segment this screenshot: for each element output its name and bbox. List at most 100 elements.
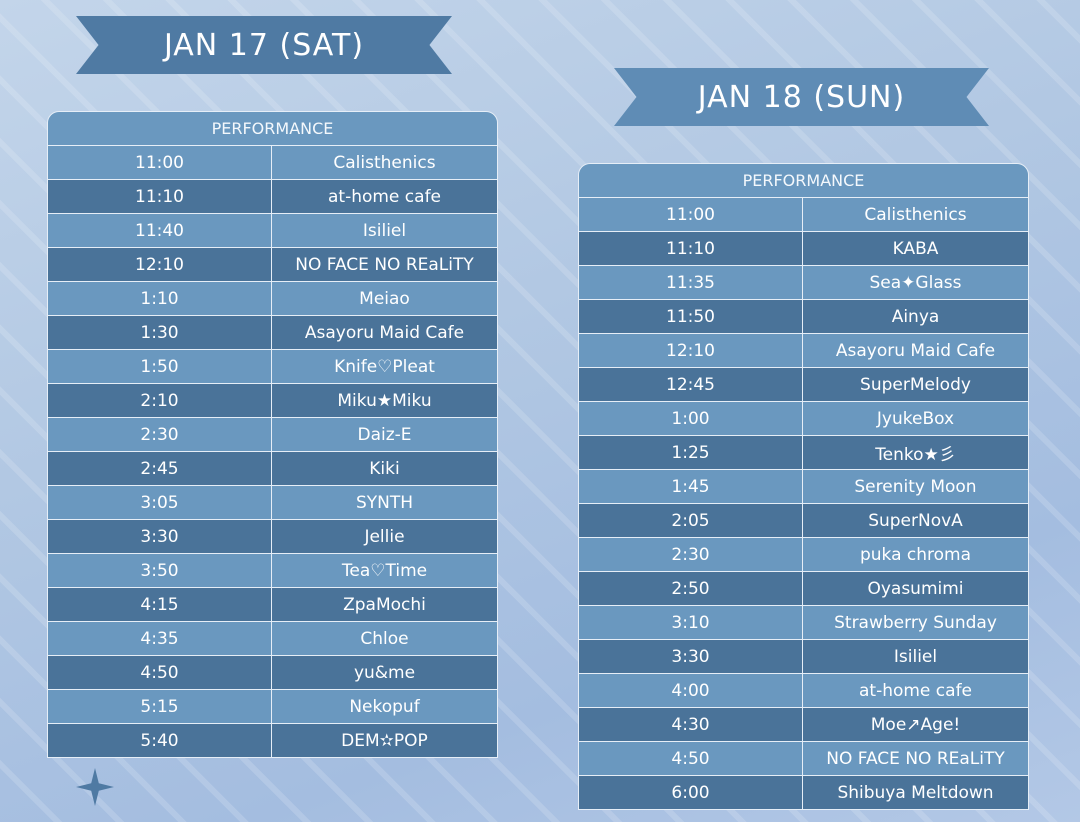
time-cell: 4:30 <box>579 708 803 741</box>
performer-cell: Miku★Miku <box>337 390 432 411</box>
table-row: 11:50 Ainya <box>579 300 1028 334</box>
table-row: 6:00 Shibuya Meltdown <box>579 776 1028 809</box>
performer-cell: Isiliel <box>893 646 938 667</box>
time-cell: 12:45 <box>579 368 803 401</box>
performer-cell: puka chroma <box>859 544 972 565</box>
performer-cell: Jellie <box>364 526 405 547</box>
table-row: 3:05 SYNTH <box>48 486 497 520</box>
table-row: 3:30 Isiliel <box>579 640 1028 674</box>
time-cell: 11:35 <box>579 266 803 299</box>
time-cell: 3:10 <box>579 606 803 639</box>
time-cell: 11:00 <box>48 146 272 179</box>
performer-cell: Calisthenics <box>864 204 967 225</box>
time-cell: 1:10 <box>48 282 272 315</box>
performer-cell: Tea♡Time <box>341 560 428 581</box>
time-cell: 1:25 <box>579 436 803 469</box>
table-row: 12:10 NO FACE NO REaLiTY <box>48 248 497 282</box>
performer-cell: at-home cafe <box>327 186 442 207</box>
table-row: 11:00 Calisthenics <box>48 146 497 180</box>
performer-cell: Calisthenics <box>333 152 436 173</box>
performer-cell: Chloe <box>360 628 409 649</box>
table-row: 2:30 puka chroma <box>579 538 1028 572</box>
table-row: 4:50 NO FACE NO REaLiTY <box>579 742 1028 776</box>
table-row: 1:45 Serenity Moon <box>579 470 1028 504</box>
table-row: 4:35 Chloe <box>48 622 497 656</box>
time-cell: 4:15 <box>48 588 272 621</box>
performer-cell: JyukeBox <box>876 408 955 429</box>
table-row: 12:45 SuperMelody <box>579 368 1028 402</box>
table-row: 11:35 Sea✦Glass <box>579 266 1028 300</box>
table-row: 4:50 yu&me <box>48 656 497 690</box>
performer-cell: Sea✦Glass <box>869 272 962 293</box>
performer-cell: yu&me <box>353 662 416 683</box>
performer-cell: Moe↗Age! <box>870 714 961 735</box>
time-cell: 4:50 <box>579 742 803 775</box>
performer-cell: Shibuya Meltdown <box>837 782 994 803</box>
table-row: 4:15 ZpaMochi <box>48 588 497 622</box>
time-cell: 2:10 <box>48 384 272 417</box>
table-row: 1:25 Tenko★彡 <box>579 436 1028 470</box>
table-row: 2:50 Oyasumimi <box>579 572 1028 606</box>
day-banner-sat: JAN 17 (SAT) <box>76 16 452 74</box>
table-row: 5:15 Nekopuf <box>48 690 497 724</box>
time-cell: 11:10 <box>48 180 272 213</box>
time-cell: 12:10 <box>48 248 272 281</box>
time-cell: 2:45 <box>48 452 272 485</box>
performer-cell: SYNTH <box>355 492 414 513</box>
performer-cell: Oyasumimi <box>867 578 964 599</box>
time-cell: 3:30 <box>579 640 803 673</box>
performer-cell: Meiao <box>359 288 410 309</box>
table-row: 1:50 Knife♡Pleat <box>48 350 497 384</box>
performer-cell: SuperMelody <box>860 374 971 395</box>
table-row: 3:50 Tea♡Time <box>48 554 497 588</box>
table-row: 3:30 Jellie <box>48 520 497 554</box>
time-cell: 2:05 <box>579 504 803 537</box>
table-row: 2:05 SuperNovA <box>579 504 1028 538</box>
time-cell: 1:00 <box>579 402 803 435</box>
performer-cell: Isiliel <box>362 220 407 241</box>
table-body: 11:00 Calisthenics 11:10 at-home cafe 11:40 I… <box>48 146 497 757</box>
time-cell: 4:50 <box>48 656 272 689</box>
performer-cell: Knife♡Pleat <box>334 356 435 377</box>
time-cell: 3:50 <box>48 554 272 587</box>
table-row: 11:00 Calisthenics <box>579 198 1028 232</box>
table-row: 2:30 Daiz-E <box>48 418 497 452</box>
time-cell: 2:30 <box>579 538 803 571</box>
time-cell: 2:30 <box>48 418 272 451</box>
performer-cell: Asayoru Maid Cafe <box>304 322 465 343</box>
table-row: 12:10 Asayoru Maid Cafe <box>579 334 1028 368</box>
table-header: PERFORMANCE <box>579 164 1028 198</box>
table-row: 1:30 Asayoru Maid Cafe <box>48 316 497 350</box>
time-cell: 3:05 <box>48 486 272 519</box>
table-row: 1:10 Meiao <box>48 282 497 316</box>
performer-cell: NO FACE NO REaLiTY <box>295 254 474 275</box>
time-cell: 1:50 <box>48 350 272 383</box>
table-row: 1:00 JyukeBox <box>579 402 1028 436</box>
performer-cell: DEM✫POP <box>341 730 428 751</box>
time-cell: 4:35 <box>48 622 272 655</box>
table-row: 2:10 Miku★Miku <box>48 384 497 418</box>
table-row: 11:10 at-home cafe <box>48 180 497 214</box>
performer-cell: Ainya <box>891 306 940 327</box>
performer-cell: Nekopuf <box>349 696 420 717</box>
time-cell: 3:30 <box>48 520 272 553</box>
table-row: 4:30 Moe↗Age! <box>579 708 1028 742</box>
time-cell: 11:40 <box>48 214 272 247</box>
table-body: 11:00 Calisthenics 11:10 KABA 11:35 Sea✦Glass… <box>579 198 1028 809</box>
time-cell: 11:50 <box>579 300 803 333</box>
performer-cell: NO FACE NO REaLiTY <box>826 748 1005 769</box>
time-cell: 5:40 <box>48 724 272 757</box>
performer-cell: Tenko★彡 <box>875 445 956 465</box>
time-cell: 11:00 <box>579 198 803 231</box>
table-row: 5:40 DEM✫POP <box>48 724 497 757</box>
performer-cell: at-home cafe <box>858 680 973 701</box>
performer-cell: Asayoru Maid Cafe <box>835 340 996 361</box>
table-row: 2:45 Kiki <box>48 452 497 486</box>
performer-cell: Serenity Moon <box>854 476 977 497</box>
table-row: 11:40 Isiliel <box>48 214 497 248</box>
performer-cell: ZpaMochi <box>343 594 426 615</box>
table-row: 4:00 at-home cafe <box>579 674 1028 708</box>
time-cell: 6:00 <box>579 776 803 809</box>
performer-cell: Strawberry Sunday <box>834 612 997 633</box>
performer-cell: KABA <box>892 238 939 259</box>
